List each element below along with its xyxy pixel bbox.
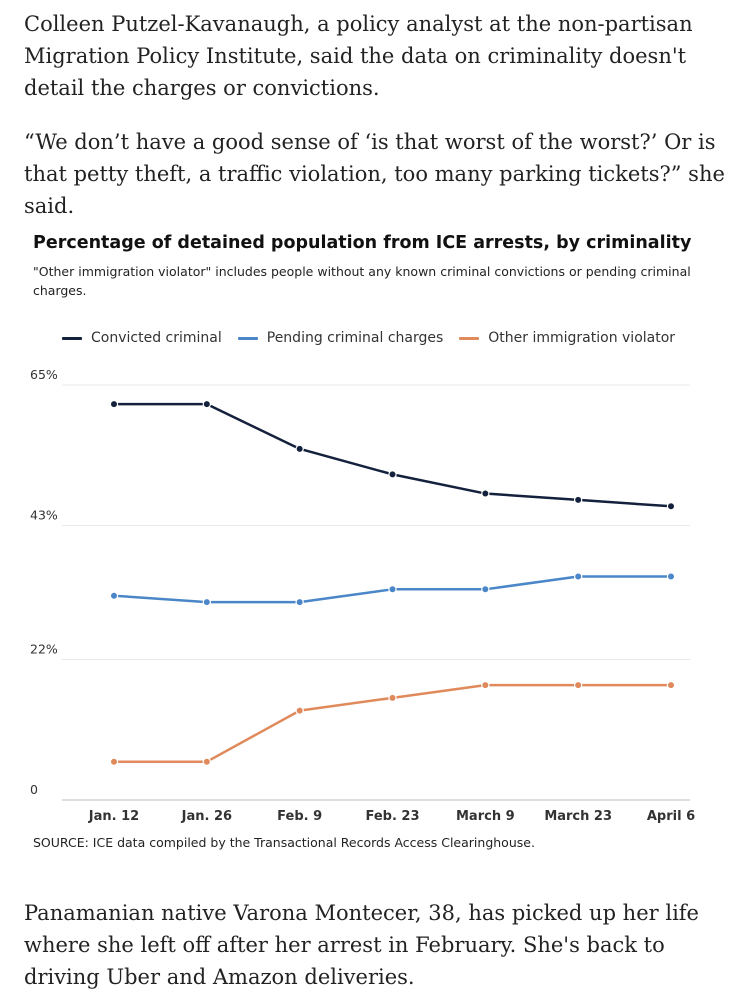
point-s2-4: [481, 680, 490, 690]
x-tick-label-6: April 6: [647, 809, 695, 824]
legend-item-pending: Pending criminal charges: [237, 330, 444, 346]
point-s1-2: [295, 597, 304, 607]
chart-title: Percentage of detained population from I…: [33, 233, 692, 253]
legend-label-other: Other immigration violator: [488, 330, 676, 346]
point-s1-1: [202, 597, 212, 607]
article-paragraph-2: “We don’t have a good sense of ‘is that …: [24, 130, 725, 218]
point-s0-3: [388, 470, 397, 479]
point-s1-0: [109, 591, 119, 600]
legend-swatch-pending: [237, 336, 258, 340]
legend-label-pending: Pending criminal charges: [266, 330, 444, 346]
x-axis: Jan. 12 Jan. 26 Feb. 9 Feb. 23 March 9 March …: [88, 809, 695, 824]
point-s1-4: [481, 585, 490, 594]
point-s2-3: [388, 693, 397, 703]
x-tick-label-3: Feb. 23: [365, 809, 419, 824]
chart-subtitle: "Other immigration violator" includes pe…: [33, 264, 691, 298]
gridlines: 0 22% 43% 65%: [30, 367, 690, 801]
x-tick-label-5: March 23: [544, 809, 612, 824]
series-lines: [109, 399, 676, 766]
point-s0-1: [202, 399, 212, 409]
x-tick-label-1: Jan. 26: [181, 809, 232, 824]
point-s0-5: [573, 495, 583, 505]
x-tick-label-2: Feb. 9: [277, 809, 322, 824]
article-paragraph-1: Colleen Putzel-Kavanaugh, a policy analy…: [24, 12, 693, 100]
point-s0-6: [666, 502, 676, 511]
point-s0-4: [481, 489, 490, 498]
point-s1-5: [573, 572, 583, 581]
chart-source: SOURCE: ICE data compiled by the Transac…: [33, 835, 535, 850]
point-s2-1: [202, 757, 212, 766]
legend-label-convicted: Convicted criminal: [91, 330, 222, 346]
legend-item-other: Other immigration violator: [459, 330, 675, 346]
series-line-0: [112, 402, 673, 508]
y-tick-label-65: 65%: [30, 367, 58, 382]
x-tick-label-4: March 9: [456, 809, 515, 824]
y-tick-label-0: 0: [30, 782, 38, 797]
point-s2-5: [573, 680, 583, 690]
y-tick-label-43: 43%: [30, 507, 58, 522]
article-paragraph-3: Panamanian native Varona Montecer, 38, h…: [24, 901, 699, 989]
point-s2-0: [109, 757, 119, 766]
point-s2-2: [295, 706, 304, 715]
point-s1-6: [666, 572, 676, 581]
legend-item-convicted: Convicted criminal: [62, 330, 222, 346]
point-s0-0: [109, 399, 119, 409]
x-tick-label-0: Jan. 12: [88, 809, 139, 824]
chart-legend: Convicted criminal Pending criminal char…: [62, 330, 675, 346]
line-chart: 0 22% 43% 65% Jan. 12 Jan. 26 Feb. 9 Feb. 23 Ma…: [30, 367, 695, 824]
y-tick-label-22: 22%: [30, 642, 58, 657]
point-s2-6: [666, 680, 676, 690]
point-s1-3: [388, 585, 397, 594]
point-s0-2: [295, 444, 304, 454]
legend-swatch-convicted: [62, 336, 82, 340]
legend-swatch-other: [459, 336, 480, 340]
